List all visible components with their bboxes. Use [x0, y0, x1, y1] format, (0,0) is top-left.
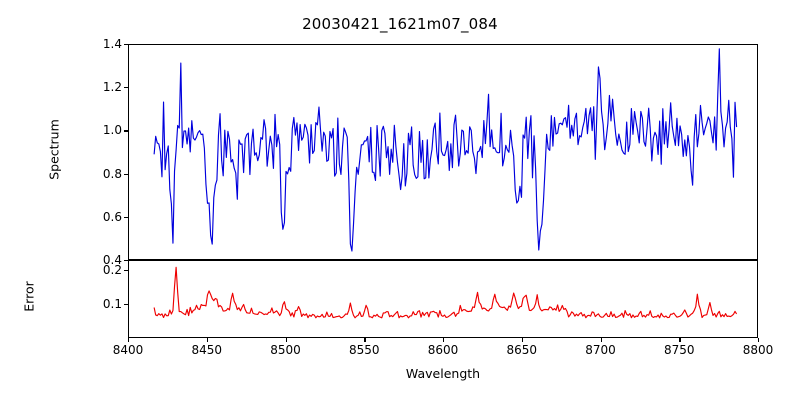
- x-tickmark: [285, 338, 287, 342]
- spectrum-y-tick-1.4: 1.4: [102, 37, 122, 51]
- spectrum-y-tickmark: [124, 173, 128, 175]
- spectrum-y-tickmark: [124, 216, 128, 219]
- x-tick-8750: 8750: [663, 343, 695, 357]
- x-tickmark: [521, 338, 524, 342]
- spectrum-y-tick-1.0: 1.0: [102, 123, 122, 138]
- x-tickmark: [364, 338, 366, 342]
- spectrum-y-tickmark: [124, 87, 128, 89]
- x-tickmark: [758, 338, 760, 342]
- error-panel: [128, 260, 758, 338]
- x-tick-8650: 8650: [506, 343, 538, 357]
- x-tick-8700: 8700: [585, 343, 616, 357]
- x-tick-8550: 8550: [348, 343, 380, 357]
- figure-title: 20030421_1621m07_084: [302, 15, 498, 33]
- spectrum-y-tickmark: [124, 130, 128, 132]
- svg-error-line: [154, 267, 736, 318]
- spectrum-y-tickmark: [124, 44, 128, 46]
- x-tickmark: [600, 338, 602, 342]
- error-y-tick-0.1: 0.1: [102, 297, 122, 312]
- x-tick-8600: 8600: [427, 343, 459, 357]
- x-tickmark: [443, 338, 445, 342]
- x-tickmark: [128, 338, 130, 342]
- spectrum-y-tick-0.8: 0.8: [102, 166, 122, 181]
- y-axis-label-error: Error: [21, 281, 37, 312]
- spectrum-plot-area: [129, 45, 757, 259]
- spectrum-y-tick-0.4: 0.4: [102, 253, 122, 267]
- y-tick-labels-error: 0.1 0.2: [72, 0, 122, 400]
- y-axis-label-spectrum: Spectrum: [46, 119, 62, 180]
- x-tick-8450: 8450: [191, 343, 223, 357]
- spectrum-y-tick-1.2: 1.2: [102, 80, 122, 95]
- x-tickmark: [679, 338, 681, 342]
- error-y-tick-0.2: 0.2: [102, 263, 122, 278]
- svg-spectrum-line: [154, 49, 736, 251]
- error-y-tickmark: [124, 270, 128, 272]
- error-y-tickmark: [124, 304, 128, 306]
- spectrum-panel: [128, 44, 758, 260]
- spectrum-y-tick-0.6: 0.6: [102, 209, 122, 224]
- x-axis-label: Wavelength: [405, 366, 481, 381]
- x-tick-8400: 8400: [112, 343, 144, 357]
- error-plot-area: [129, 261, 757, 337]
- x-tick-8800: 8800: [742, 343, 774, 357]
- x-tickmark: [206, 338, 209, 342]
- x-tick-8500: 8500: [270, 343, 301, 357]
- spectrum-y-tickmark: [124, 260, 128, 262]
- y-tick-labels-spectrum: 0.4 0.6 0.8 1.0 1.2 1.4: [72, 0, 122, 400]
